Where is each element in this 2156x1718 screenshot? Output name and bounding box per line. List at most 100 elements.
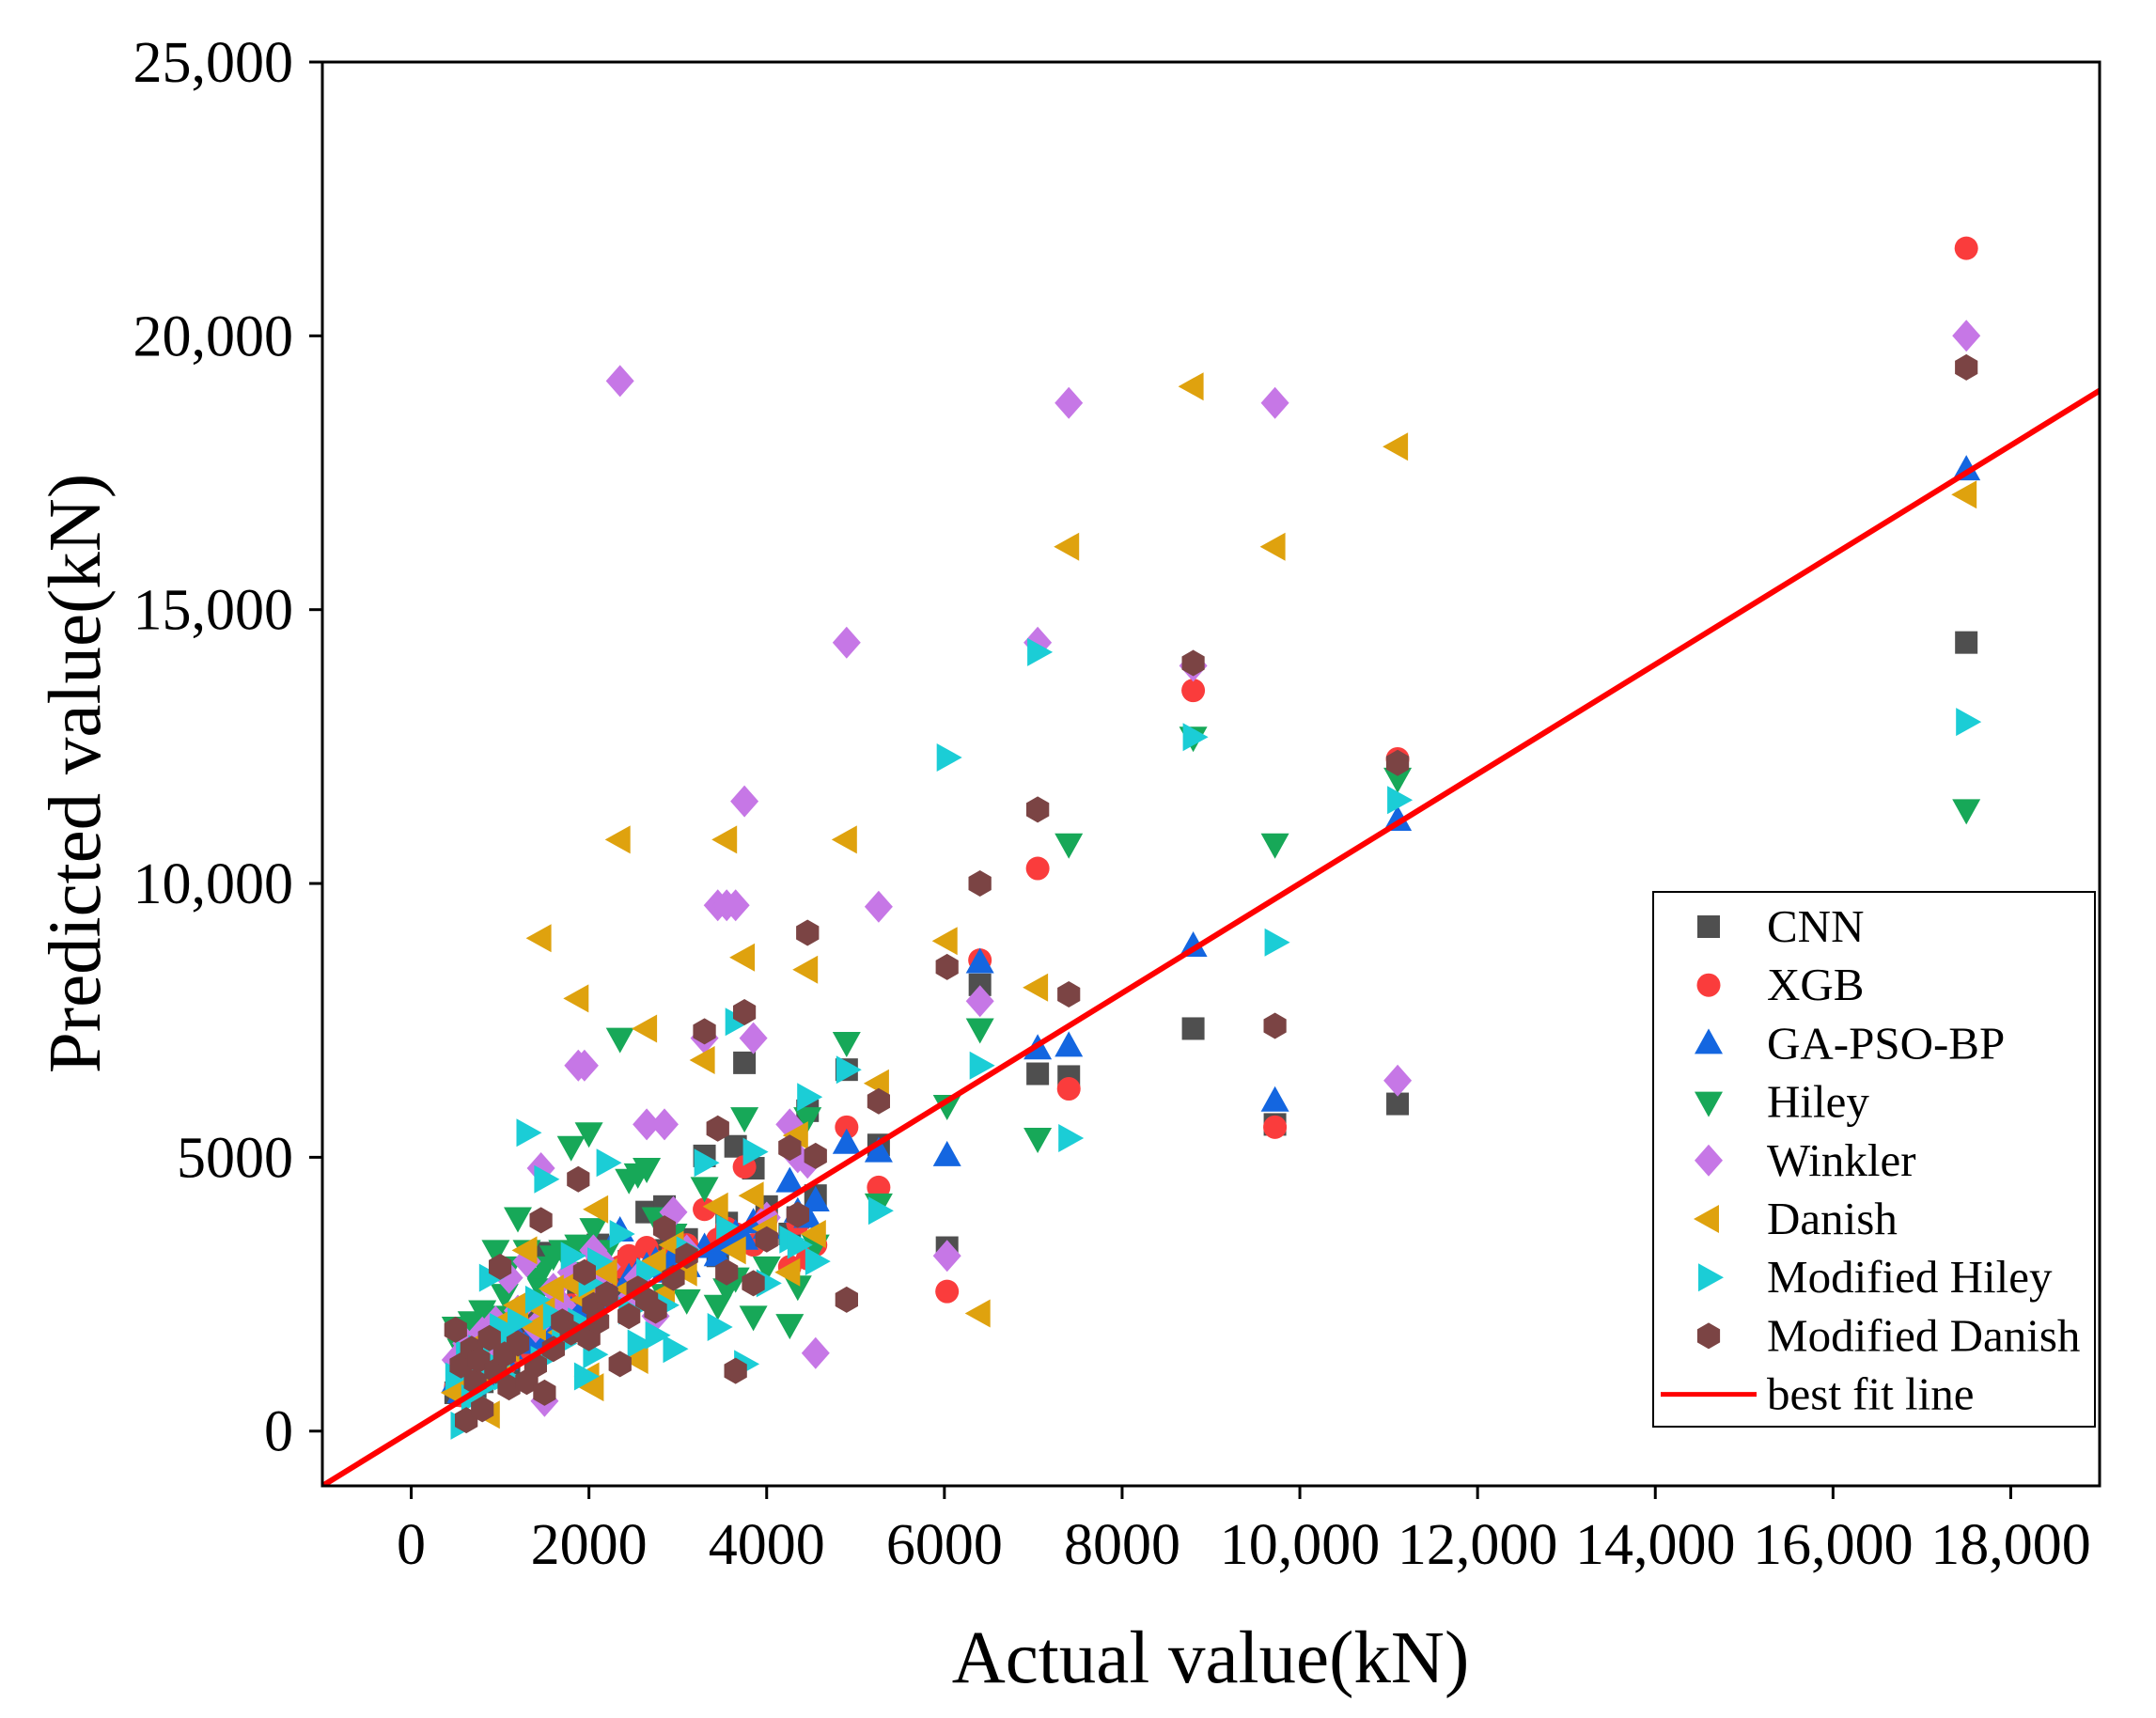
legend-label: GA-PSO-BP bbox=[1767, 1017, 2005, 1069]
point-modified-danish bbox=[796, 919, 820, 946]
legend-box bbox=[1652, 891, 2096, 1428]
point-cnn bbox=[1026, 1062, 1050, 1085]
point-modified-hiley bbox=[573, 1362, 600, 1391]
point-danish bbox=[782, 1121, 808, 1150]
point-modified-danish bbox=[804, 1142, 827, 1169]
point-modified-danish bbox=[1955, 353, 1978, 381]
point-danish bbox=[1023, 973, 1049, 1002]
legend-item-xgb: XGB bbox=[1696, 959, 1864, 1010]
legend-marker-xgb bbox=[1696, 973, 1721, 997]
point-danish bbox=[792, 955, 819, 984]
legend-item-modified-hiley: Modified Hiley bbox=[1698, 1251, 2053, 1303]
point-modified-danish bbox=[1026, 796, 1050, 823]
point-winkler bbox=[1055, 386, 1084, 419]
point-ga-pso-bp bbox=[801, 1186, 830, 1211]
point-modified-hiley bbox=[1387, 786, 1414, 815]
point-danish bbox=[591, 1257, 617, 1287]
point-modified-danish bbox=[572, 1258, 596, 1286]
point-danish bbox=[640, 1247, 666, 1276]
point-hiley bbox=[1023, 1128, 1053, 1153]
point-winkler bbox=[1952, 320, 1981, 352]
x-tick-label: 2000 bbox=[531, 1513, 648, 1577]
point-modified-danish bbox=[867, 1087, 890, 1115]
x-tick-label: 10,000 bbox=[1220, 1513, 1381, 1577]
point-modified-hiley bbox=[867, 1196, 894, 1226]
point-modified-hiley bbox=[645, 1320, 671, 1350]
legend-label: Modified Danish bbox=[1767, 1309, 2080, 1361]
x-axis-title: Actual value(kN) bbox=[952, 1617, 1470, 1699]
point-ga-pso-bp bbox=[864, 1136, 893, 1163]
point-winkler bbox=[570, 1049, 599, 1082]
point-xgb bbox=[867, 1175, 891, 1199]
point-modified-hiley bbox=[797, 1083, 823, 1112]
point-cnn bbox=[1181, 1017, 1205, 1040]
legend-marker-modified-hiley bbox=[1698, 1263, 1724, 1292]
point-modified-danish bbox=[567, 1165, 590, 1193]
point-modified-danish bbox=[489, 1253, 512, 1280]
point-ga-pso-bp bbox=[965, 947, 994, 974]
point-hiley bbox=[504, 1207, 532, 1233]
point-modified-danish bbox=[715, 1258, 739, 1286]
x-tick-label: 18,000 bbox=[1930, 1513, 2091, 1577]
point-modified-hiley bbox=[836, 1055, 862, 1085]
point-hiley bbox=[481, 1240, 510, 1266]
point-danish bbox=[563, 984, 589, 1013]
point-hiley bbox=[793, 1107, 822, 1133]
point-modified-danish bbox=[608, 1351, 632, 1378]
point-danish bbox=[1951, 480, 1977, 509]
point-modified-hiley bbox=[1182, 723, 1209, 752]
point-hiley bbox=[1055, 833, 1084, 859]
point-danish bbox=[583, 1195, 609, 1224]
point-modified-hiley bbox=[560, 1242, 586, 1271]
point-winkler bbox=[739, 1022, 768, 1054]
point-modified-danish bbox=[1181, 649, 1205, 677]
point-winkler bbox=[730, 785, 759, 818]
point-hiley bbox=[556, 1135, 586, 1162]
point-modified-danish bbox=[835, 1286, 858, 1313]
point-hiley bbox=[739, 1305, 768, 1332]
point-modified-hiley bbox=[596, 1148, 622, 1178]
point-modified-hiley bbox=[663, 1335, 689, 1364]
legend-label: XGB bbox=[1767, 959, 1864, 1010]
legend-label: best fit line bbox=[1767, 1368, 1974, 1420]
point-danish bbox=[511, 1236, 538, 1265]
point-xgb bbox=[835, 1115, 859, 1139]
point-danish bbox=[964, 1299, 991, 1328]
point-danish bbox=[931, 927, 958, 956]
point-winkler bbox=[650, 1108, 679, 1141]
point-modified-hiley bbox=[516, 1118, 542, 1148]
legend-marker-modified-danish bbox=[1696, 1322, 1721, 1350]
y-tick-label: 5000 bbox=[177, 1126, 293, 1190]
point-modified-danish bbox=[693, 1018, 716, 1045]
point-modified-danish bbox=[652, 1215, 677, 1242]
point-hiley bbox=[752, 1256, 781, 1282]
legend-marker-cnn bbox=[1697, 915, 1720, 938]
point-modified-hiley bbox=[1058, 1124, 1085, 1152]
point-hiley bbox=[1383, 767, 1413, 793]
legend-label: Hiley bbox=[1767, 1076, 1869, 1128]
point-modified-hiley bbox=[609, 1220, 635, 1248]
point-hiley bbox=[703, 1294, 732, 1320]
legend-marker-winkler bbox=[1695, 1144, 1723, 1177]
legend-item-cnn: CNN bbox=[1697, 900, 1864, 952]
y-tick-label: 20,000 bbox=[133, 305, 294, 368]
point-ga-pso-bp bbox=[775, 1166, 805, 1193]
point-xgb bbox=[617, 1243, 641, 1268]
point-modified-danish bbox=[778, 1134, 802, 1162]
x-tick-label: 8000 bbox=[1064, 1513, 1180, 1577]
y-axis-title: Predicted value(kN) bbox=[35, 474, 117, 1073]
y-tick-label: 15,000 bbox=[133, 579, 294, 643]
point-winkler bbox=[965, 985, 994, 1018]
point-modified-hiley bbox=[534, 1164, 560, 1194]
point-modified-hiley bbox=[1264, 928, 1290, 957]
point-modified-hiley bbox=[787, 1230, 813, 1259]
point-modified-hiley bbox=[742, 1137, 769, 1166]
legend-item-ga-pso-bp: GA-PSO-BP bbox=[1695, 1017, 2005, 1069]
point-hiley bbox=[690, 1177, 719, 1203]
point-danish bbox=[1178, 372, 1204, 401]
point-danish bbox=[702, 1192, 728, 1221]
point-modified-hiley bbox=[936, 743, 962, 772]
point-modified-hiley bbox=[707, 1313, 733, 1341]
point-xgb bbox=[935, 1279, 960, 1304]
point-danish bbox=[774, 1257, 801, 1287]
